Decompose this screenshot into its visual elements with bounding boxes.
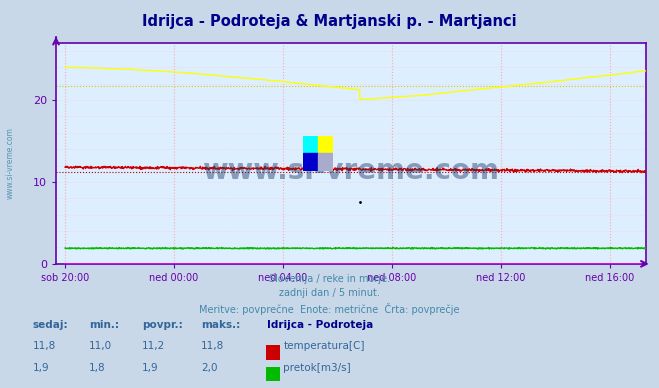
Text: temperatura[C]: temperatura[C] bbox=[283, 341, 365, 352]
Text: 11,8: 11,8 bbox=[201, 341, 224, 352]
Text: 1,9: 1,9 bbox=[33, 363, 49, 373]
Text: 11,0: 11,0 bbox=[89, 341, 112, 352]
Text: Idrijca - Podroteja & Martjanski p. - Martjanci: Idrijca - Podroteja & Martjanski p. - Ma… bbox=[142, 14, 517, 29]
Text: 1,8: 1,8 bbox=[89, 363, 105, 373]
Text: povpr.:: povpr.: bbox=[142, 320, 183, 330]
Text: 11,8: 11,8 bbox=[33, 341, 56, 352]
Text: 1,9: 1,9 bbox=[142, 363, 158, 373]
Text: www.si-vreme.com: www.si-vreme.com bbox=[5, 127, 14, 199]
Text: maks.:: maks.: bbox=[201, 320, 241, 330]
Text: Idrijca - Podroteja: Idrijca - Podroteja bbox=[267, 320, 373, 330]
Text: zadnji dan / 5 minut.: zadnji dan / 5 minut. bbox=[279, 288, 380, 298]
Text: www.si-vreme.com: www.si-vreme.com bbox=[202, 157, 500, 185]
Bar bbox=[303, 136, 318, 153]
Bar bbox=[318, 136, 333, 153]
Bar bbox=[303, 153, 318, 171]
Text: 11,2: 11,2 bbox=[142, 341, 165, 352]
Text: pretok[m3/s]: pretok[m3/s] bbox=[283, 363, 351, 373]
Bar bbox=[318, 153, 333, 171]
Text: Meritve: povprečne  Enote: metrične  Črta: povprečje: Meritve: povprečne Enote: metrične Črta:… bbox=[199, 303, 460, 315]
Text: sedaj:: sedaj: bbox=[33, 320, 69, 330]
Text: Slovenija / reke in morje.: Slovenija / reke in morje. bbox=[269, 274, 390, 284]
Text: min.:: min.: bbox=[89, 320, 119, 330]
Text: 2,0: 2,0 bbox=[201, 363, 217, 373]
